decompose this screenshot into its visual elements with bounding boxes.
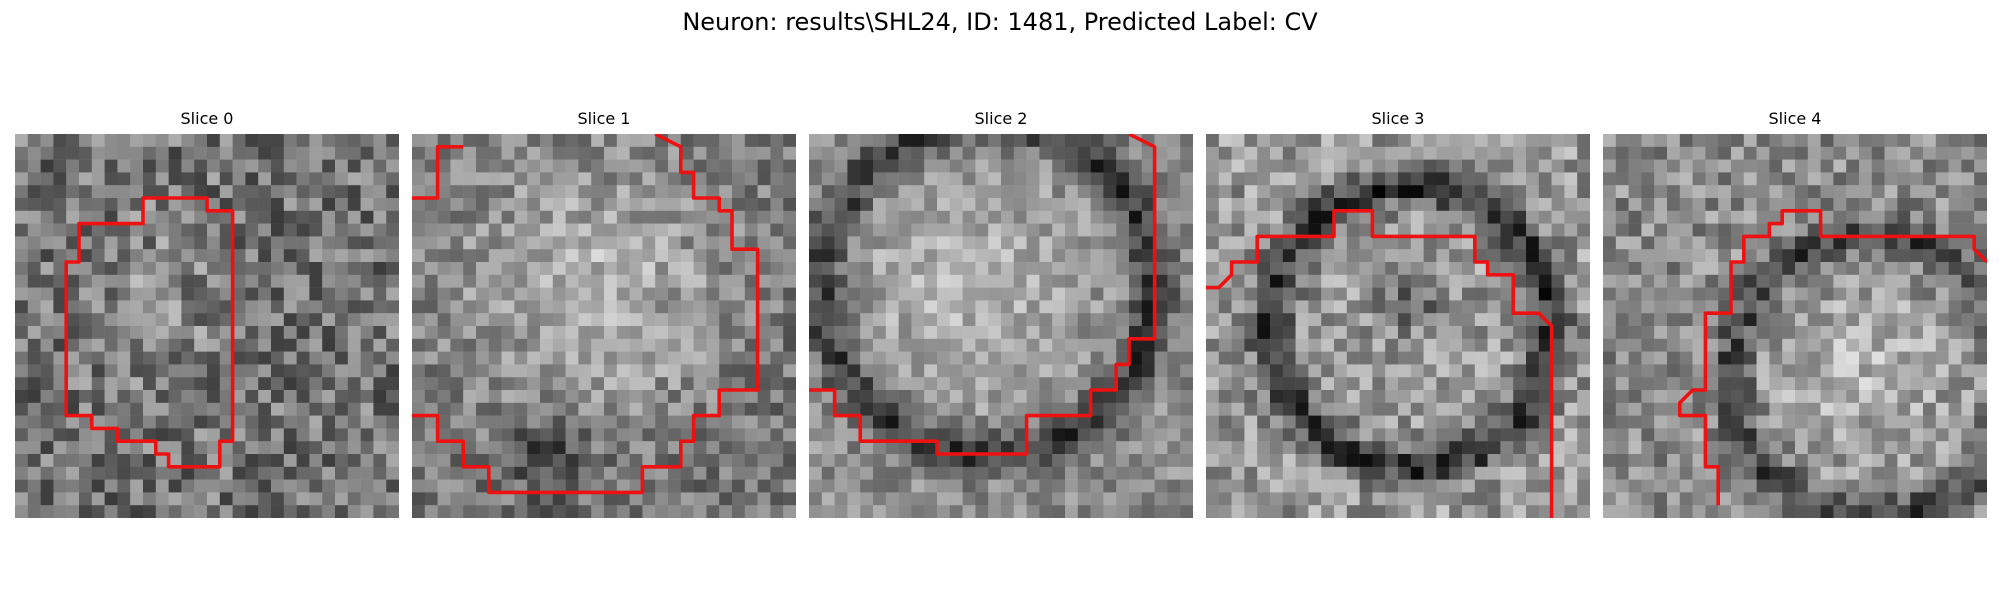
- slice-image-2: [809, 134, 1193, 518]
- slice-image-4: [1603, 134, 1987, 518]
- segmentation-contour-1: [412, 134, 760, 495]
- slice-panel-1: Slice 1: [412, 108, 796, 518]
- slice-panel-2: Slice 2: [809, 108, 1193, 518]
- segmentation-contour-4: [1678, 209, 1987, 506]
- segmentation-contour-3: [1206, 209, 1554, 518]
- slice-image-0: [15, 134, 399, 518]
- slice-title-0: Slice 0: [180, 109, 234, 128]
- figure-title: Neuron: results\SHL24, ID: 1481, Predict…: [682, 8, 1318, 36]
- slice-panel-3: Slice 3: [1206, 108, 1590, 518]
- slice-title-3: Slice 3: [1371, 109, 1425, 128]
- slice-panel-0: Slice 0: [15, 108, 399, 518]
- slice-title-4: Slice 4: [1768, 109, 1822, 128]
- slice-image-3: [1206, 134, 1590, 518]
- slice-title-1: Slice 1: [577, 109, 631, 128]
- slice-panel-4: Slice 4: [1603, 108, 1987, 518]
- slice-image-1: [412, 134, 796, 518]
- segmentation-contour-2: [809, 134, 1157, 456]
- slice-title-2: Slice 2: [974, 109, 1028, 128]
- segmentation-contour-0: [64, 196, 235, 469]
